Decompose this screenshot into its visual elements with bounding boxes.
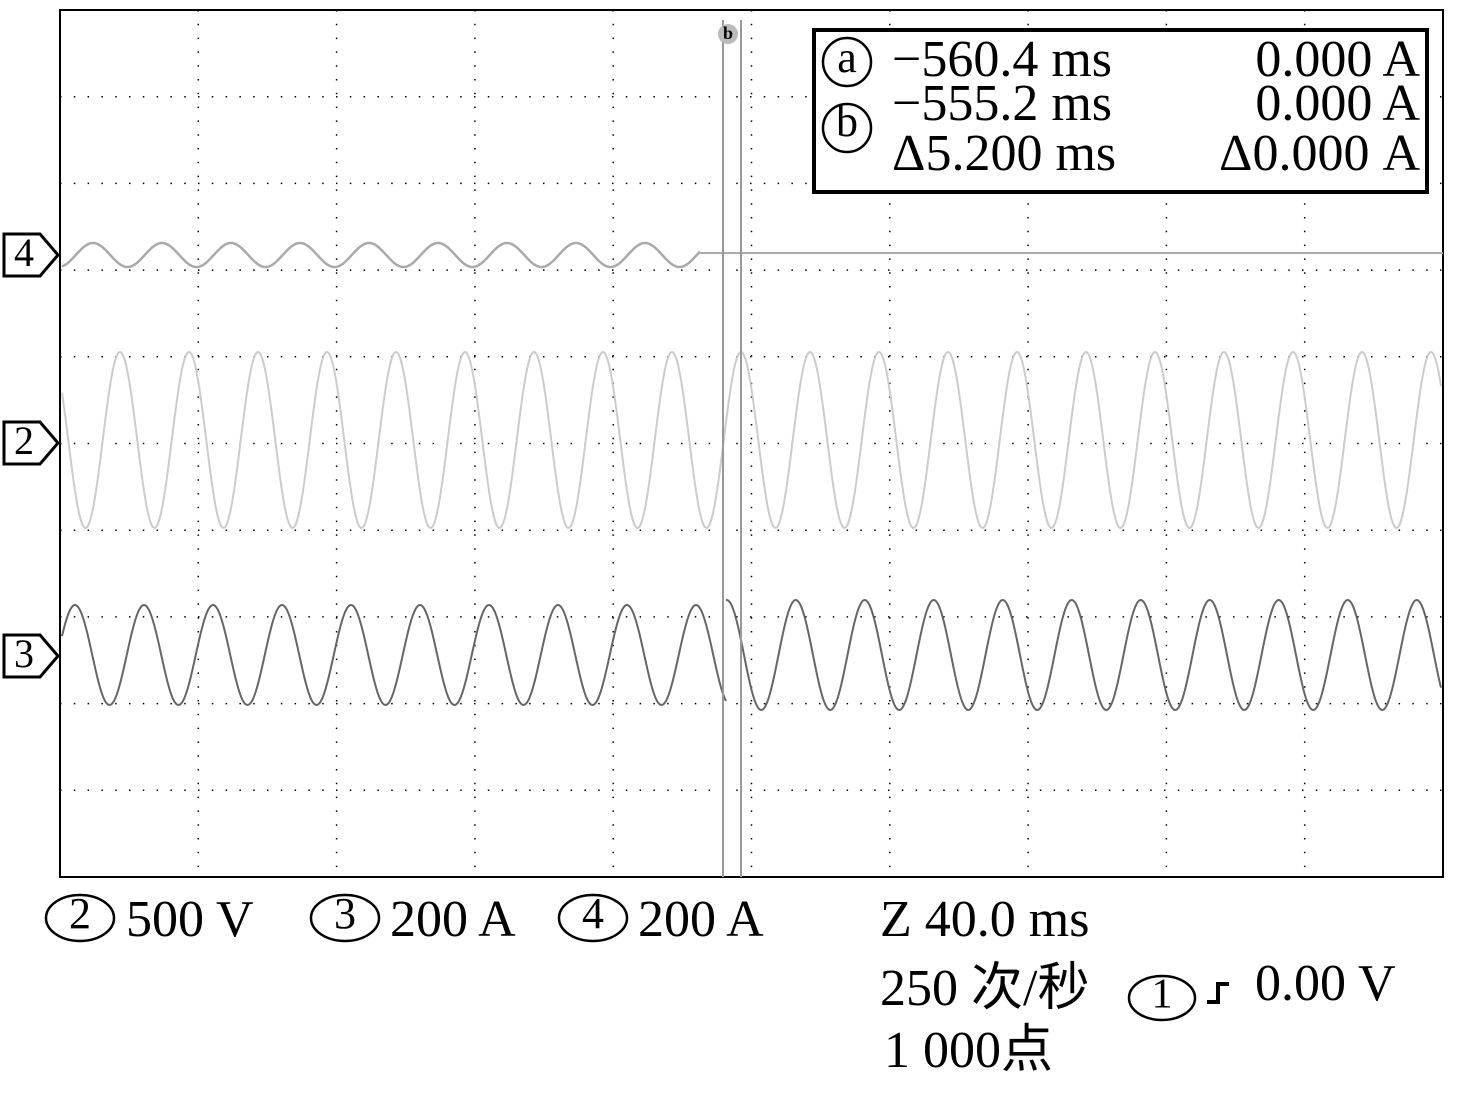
waveform [61,350,1442,529]
marker-label: 4 [14,230,34,275]
grid [60,10,1443,877]
trigger-channel: 1 [1152,972,1173,1018]
waveform [61,603,727,706]
trigger-level: 0.00 V [1255,955,1396,1012]
zoom: Z 40.0 ms [880,891,1089,948]
cursor-label: b [723,23,733,43]
readout-value: 0.000 A [1255,31,1420,88]
rate: 250 次/秒 [880,960,1089,1017]
channel-circle [557,893,629,943]
channel-id: 2 [69,889,91,938]
cursor-label-badge [718,24,738,44]
marker-label: 2 [14,418,34,463]
marker-circle [821,36,873,88]
marker-shape [2,633,60,679]
readout-value: 0.000 A [1255,75,1420,132]
channel-scale: 500 V [126,891,254,948]
waveform [725,598,1442,712]
channel-scale: 200 A [638,891,764,948]
readout-marker: b [836,97,858,146]
readout-delta-value: Δ0.000 A [1219,125,1420,182]
channel-id: 3 [334,889,356,938]
channel-id: 4 [582,889,604,938]
marker-label: 3 [14,631,34,676]
channel-marker: 4 [2,230,60,278]
readout-marker: a [837,33,857,82]
channel-circle [309,893,381,943]
readout-time: −560.4 ms [892,31,1112,88]
marker-shape [2,232,60,278]
trigger-circle [1127,974,1197,1022]
readout-box [812,28,1429,194]
channel-marker: 2 [2,418,60,466]
waveform [61,241,701,269]
readout-time: −555.2 ms [892,75,1112,132]
channel-scale: 200 A [390,891,516,948]
channel-circle [44,893,116,943]
points: 1 000点 [884,1022,1053,1079]
readout-delta-time: Δ5.200 ms [892,125,1116,182]
cursor-readout: a −560.4 ms 0.000 A b −555.2 ms 0.000 A … [812,28,1429,194]
trigger-edge-icon [1207,982,1229,1004]
marker-shape [2,420,60,466]
marker-circle [821,102,873,154]
waveforms [61,241,1443,712]
footer: 2 500 V 3 200 A 4 200 A Z 40.0 ms 250 次/… [44,889,1396,1079]
channel-marker: 3 [2,631,60,679]
